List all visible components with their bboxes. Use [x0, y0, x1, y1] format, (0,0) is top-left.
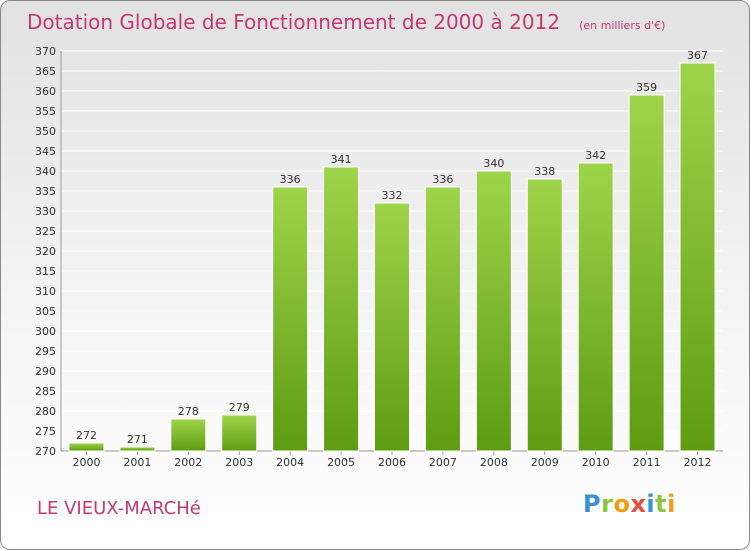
data-labels: 272 271 278 279 336 341 332 336 340 338 342 359 367 — [76, 49, 708, 446]
x-tick-label: 2008 — [480, 456, 508, 469]
bar — [679, 62, 716, 452]
x-tick-label: 2002 — [174, 456, 202, 469]
bar — [323, 166, 360, 452]
commune-name: LE VIEUX-MARCHé — [37, 498, 201, 519]
data-label: 338 — [534, 165, 555, 178]
x-tick-label: 2012 — [684, 456, 712, 469]
y-tick-label: 300 — [35, 325, 56, 338]
y-tick-label: 365 — [35, 65, 56, 78]
bar — [221, 414, 258, 452]
y-tick-label: 325 — [35, 225, 56, 238]
x-tick-label: 2009 — [531, 456, 559, 469]
y-tick-label: 285 — [35, 385, 56, 398]
bar — [119, 446, 156, 452]
proxiti-logo: Proxiti — [583, 490, 676, 518]
data-label: 271 — [127, 433, 148, 446]
logo-letter: t — [655, 490, 668, 518]
data-label: 367 — [687, 49, 708, 62]
bar — [475, 170, 512, 452]
data-label: 336 — [280, 173, 301, 186]
y-tick-label: 290 — [35, 365, 56, 378]
y-tick-label: 335 — [35, 185, 56, 198]
y-tick-label: 280 — [35, 405, 56, 418]
logo-letter: P — [583, 490, 602, 518]
bar — [170, 418, 207, 452]
x-tick-label: 2010 — [582, 456, 610, 469]
y-tick-label: 330 — [35, 205, 56, 218]
x-tick-label: 2005 — [327, 456, 355, 469]
y-tick-label: 350 — [35, 125, 56, 138]
axes: 270 275 280 285 290 295 300 305 310 315 320 325 330 3… — [35, 45, 723, 469]
bar — [577, 162, 614, 452]
bars — [68, 62, 716, 452]
chart-title: Dotation Globale de Fonctionnement de 20… — [27, 10, 560, 34]
x-tick-label: 2003 — [225, 456, 253, 469]
data-label: 341 — [331, 153, 352, 166]
x-tick-label: 2004 — [276, 456, 304, 469]
y-tick-label: 340 — [35, 165, 56, 178]
x-tick-label: 2006 — [378, 456, 406, 469]
logo-letter: i — [646, 490, 656, 518]
bar — [424, 186, 461, 452]
data-label: 340 — [483, 157, 504, 170]
chart-title-block: Dotation Globale de Fonctionnement de 20… — [27, 10, 665, 34]
data-label: 278 — [178, 405, 199, 418]
y-tick-label: 360 — [35, 85, 56, 98]
y-tick-label: 315 — [35, 265, 56, 278]
x-tick-label: 2000 — [72, 456, 100, 469]
bar — [374, 202, 410, 452]
data-label: 272 — [76, 429, 97, 442]
x-tick-label: 2001 — [123, 456, 151, 469]
data-label: 279 — [229, 401, 250, 414]
x-tick-label: 2007 — [429, 456, 457, 469]
logo-letter: i — [667, 490, 676, 518]
y-tick-label: 310 — [35, 285, 56, 298]
y-tick-label: 295 — [35, 345, 56, 358]
y-tick-label: 305 — [35, 305, 56, 318]
bar — [628, 94, 665, 452]
logo-letter: r — [601, 490, 614, 518]
y-tick-label: 355 — [35, 105, 56, 118]
bar — [526, 178, 563, 452]
logo-letter: x — [630, 490, 647, 518]
data-label: 336 — [432, 173, 453, 186]
y-tick-label: 370 — [35, 45, 56, 58]
x-tick-label: 2011 — [633, 456, 661, 469]
data-label: 332 — [382, 189, 403, 202]
y-tick-label: 270 — [35, 445, 56, 458]
unit-note: (en milliers d'€) — [579, 19, 666, 32]
bar — [68, 442, 105, 452]
data-label: 342 — [585, 149, 606, 162]
bar — [272, 186, 309, 452]
y-tick-label: 320 — [35, 245, 56, 258]
y-tick-label: 275 — [35, 425, 56, 438]
logo-letter: o — [613, 490, 631, 518]
y-tick-label: 345 — [35, 145, 56, 158]
data-label: 359 — [636, 81, 657, 94]
